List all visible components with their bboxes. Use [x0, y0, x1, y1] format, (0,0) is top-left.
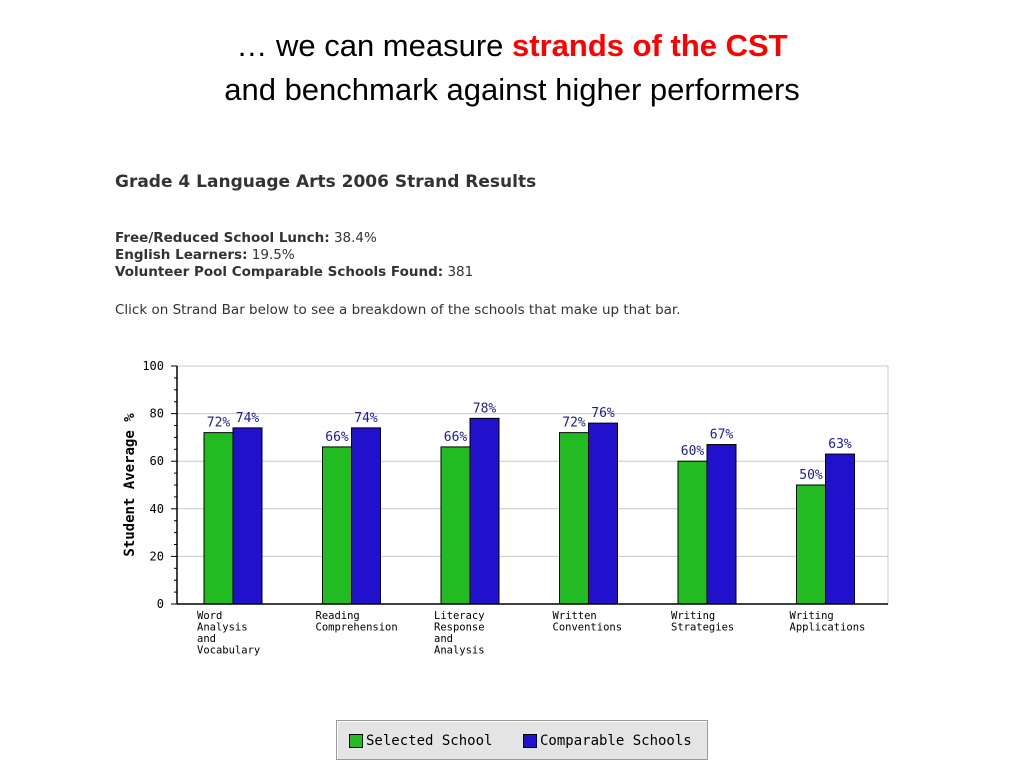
- stat-comparable-schools: Volunteer Pool Comparable Schools Found:…: [115, 264, 473, 281]
- legend-item-comparable-schools[interactable]: Comparable Schools: [523, 733, 692, 749]
- x-category-label-line: Word: [197, 610, 222, 622]
- x-category-label-line: Analysis: [434, 645, 485, 657]
- bar-selected-school[interactable]: [677, 460, 708, 605]
- title-highlight: strands of the CST: [512, 28, 788, 63]
- slide-title-line2: and benchmark against higher performers: [224, 72, 800, 107]
- stat-value: 381: [447, 264, 474, 280]
- legend-label: Selected School: [366, 733, 493, 749]
- legend-label: Comparable Schools: [540, 733, 692, 749]
- y-tick-label: 20: [150, 549, 164, 563]
- bar-comparable-schools[interactable]: [351, 427, 381, 605]
- bar-data-label: 74%: [354, 411, 378, 426]
- bar-selected-school[interactable]: [559, 432, 589, 605]
- bar-comparable-schools[interactable]: [706, 444, 737, 605]
- y-tick-label: 0: [157, 597, 164, 611]
- x-category-label: Writing Strategies: [671, 610, 734, 634]
- x-category-label: Writing Applications: [790, 610, 866, 634]
- stat-lunch: Free/Reduced School Lunch: 38.4%: [115, 230, 473, 247]
- stat-value: 19.5%: [251, 247, 295, 263]
- y-tick-label: 80: [150, 407, 164, 421]
- bar-data-label: 74%: [236, 411, 260, 426]
- x-category-label-line: Applications: [790, 622, 866, 634]
- x-category-label: Word Analysis and Vocabulary: [197, 610, 260, 657]
- legend-item-selected-school[interactable]: Selected School: [349, 733, 492, 749]
- legend-swatch-selected: [349, 734, 363, 748]
- x-category-label-line: Literacy: [434, 610, 485, 622]
- slide-title: … we can measure strands of the CST and …: [0, 24, 1024, 112]
- slide-title-line1: … we can measure strands of the CST: [0, 24, 1024, 68]
- bar-data-label: 66%: [444, 430, 468, 445]
- report-title: Grade 4 Language Arts 2006 Strand Result…: [115, 172, 537, 192]
- x-category-label-line: and: [197, 633, 216, 645]
- x-category-label-line: Analysis: [197, 622, 248, 634]
- x-category-label-line: Vocabulary: [197, 645, 260, 657]
- bar-data-label: 72%: [207, 416, 231, 431]
- bar-comparable-schools[interactable]: [469, 417, 500, 605]
- bar-data-label: 60%: [681, 444, 705, 459]
- x-category-label-line: Writing: [671, 610, 715, 622]
- bar-selected-school[interactable]: [203, 432, 234, 605]
- x-category-label-line: Conventions: [553, 622, 623, 634]
- stat-label: Free/Reduced School Lunch:: [115, 230, 330, 246]
- x-category-label-line: Written: [553, 610, 597, 622]
- chart-legend: Selected School Comparable Schools: [336, 720, 708, 760]
- y-tick-label: 40: [150, 502, 164, 516]
- y-axis-title: Student Average %: [122, 413, 138, 557]
- bar-data-label: 72%: [562, 416, 586, 431]
- bar-data-label: 63%: [828, 437, 852, 452]
- x-category-label-line: Strategies: [671, 622, 734, 634]
- x-category-label: Literacy Response and Analysis: [434, 610, 485, 657]
- x-category-label-line: and: [434, 633, 453, 645]
- x-category-label: Reading Comprehension: [316, 610, 398, 634]
- bar-selected-school[interactable]: [796, 484, 826, 605]
- x-category-label-line: Reading: [316, 610, 360, 622]
- bar-selected-school[interactable]: [440, 446, 471, 605]
- x-category-label-line: Writing: [790, 610, 834, 622]
- x-category-label-line: Comprehension: [316, 622, 398, 634]
- bar-selected-school[interactable]: [322, 446, 352, 605]
- bar-data-label: 78%: [473, 401, 497, 416]
- bar-comparable-schools[interactable]: [232, 427, 263, 605]
- legend-swatch-comparable: [523, 734, 537, 748]
- y-tick-label: 100: [142, 359, 164, 373]
- title-prefix: … we can measure: [236, 28, 513, 63]
- bar-data-label: 67%: [710, 428, 734, 443]
- chart-instructions: Click on Strand Bar below to see a break…: [115, 302, 681, 318]
- y-tick-label: 60: [150, 454, 164, 468]
- stat-label: Volunteer Pool Comparable Schools Found:: [115, 264, 444, 280]
- stat-label: English Learners:: [115, 247, 248, 263]
- x-category-label-line: Response: [434, 622, 485, 634]
- bar-comparable-schools[interactable]: [825, 453, 855, 605]
- bar-data-label: 50%: [799, 468, 823, 483]
- stat-english-learners: English Learners: 19.5%: [115, 247, 473, 264]
- bar-data-label: 76%: [591, 406, 615, 421]
- bar-data-label: 66%: [325, 430, 349, 445]
- x-category-label: Written Conventions: [553, 610, 623, 634]
- school-stats: Free/Reduced School Lunch: 38.4% English…: [115, 230, 473, 281]
- bar-comparable-schools[interactable]: [588, 422, 618, 605]
- stat-value: 38.4%: [333, 230, 377, 246]
